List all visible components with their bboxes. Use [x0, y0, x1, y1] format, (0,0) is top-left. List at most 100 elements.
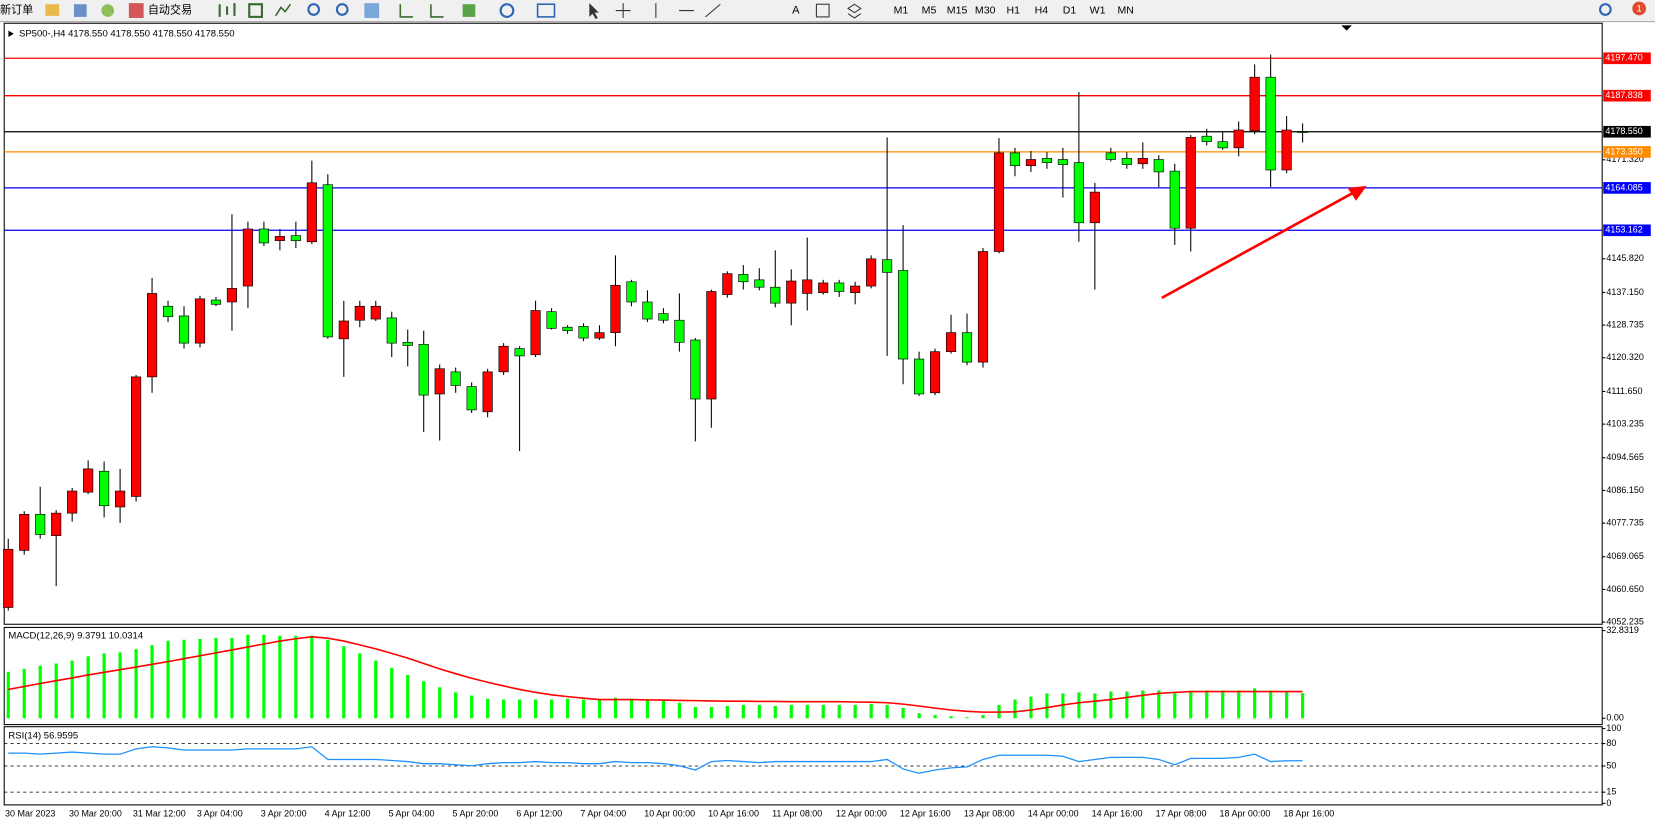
macd-bar: [709, 707, 713, 719]
icon-button[interactable]: [101, 4, 115, 17]
x-tick-label: 10 Apr 00:00: [644, 809, 695, 819]
macd-bar: [629, 698, 634, 719]
macd-bar: [86, 656, 90, 719]
icon-button[interactable]: [218, 3, 236, 17]
macd-title: MACD(12,26,9) 9.3791 10.0314: [8, 630, 143, 641]
timeframe-button[interactable]: W1: [1090, 4, 1106, 16]
periods-button[interactable]: [499, 3, 515, 18]
candle-body: [626, 281, 637, 303]
timeframe-button[interactable]: M15: [947, 4, 968, 16]
candle-body: [115, 490, 126, 508]
candle-body: [961, 332, 973, 363]
candle-body: [146, 293, 158, 378]
y-tick-label: 4137.150: [1606, 287, 1643, 297]
chart-shift-marker: [1341, 25, 1352, 31]
y-tick-label: 4120.320: [1606, 352, 1643, 362]
macd-bar: [278, 635, 282, 719]
text-tool-button[interactable]: A: [792, 4, 800, 16]
candle-body: [1185, 137, 1196, 229]
candle-body: [35, 513, 46, 535]
x-tick-label: 12 Apr 16:00: [900, 809, 951, 819]
level-label-bg: [1603, 182, 1651, 194]
level-label: 4153.162: [1605, 225, 1642, 235]
level-label: 4164.085: [1605, 182, 1642, 192]
candle-body: [690, 339, 701, 400]
macd-bar: [150, 645, 154, 719]
candle-body: [578, 326, 589, 339]
candle-body: [1265, 76, 1276, 171]
x-tick-label: 13 Apr 08:00: [964, 809, 1015, 819]
macd-bar: [1125, 691, 1129, 719]
toolbar: 新订单 自动交易 A M1 M5 M15 M30 H1 H4 D1 W1 MN 1: [0, 0, 1655, 23]
macd-bar: [597, 699, 602, 719]
icon-button[interactable]: [248, 3, 263, 18]
y-tick-label: 50: [1606, 760, 1616, 770]
candle-body: [1217, 141, 1228, 149]
candle-body: [866, 258, 877, 287]
level-label-bg: [1603, 52, 1651, 65]
macd-bar: [1029, 696, 1033, 719]
timeframe-button[interactable]: MN: [1117, 4, 1133, 16]
y-tick-label: 0: [1606, 798, 1611, 808]
zoom-in-button[interactable]: [307, 3, 321, 16]
x-tick-label: 14 Apr 16:00: [1092, 809, 1143, 819]
candle-body: [162, 305, 174, 318]
level-label-bg: [1603, 224, 1651, 237]
icon-button[interactable]: [45, 4, 60, 16]
timeframe-button[interactable]: M30: [975, 4, 996, 16]
auto-trading-button[interactable]: 自动交易: [148, 2, 192, 16]
icon-button[interactable]: [73, 4, 87, 17]
icon-button[interactable]: [274, 3, 292, 17]
alerts-badge[interactable]: [1632, 1, 1647, 16]
macd-bar: [837, 704, 841, 719]
drawing-tools[interactable]: [615, 3, 721, 18]
icon-button[interactable]: [399, 4, 444, 18]
level-label: 4178.550: [1605, 126, 1642, 136]
macd-bar: [422, 681, 426, 719]
timeframe-buttons: M1 M5 M15 M30 H1 H4 D1 W1 MN: [894, 4, 1134, 16]
cursor-button[interactable]: [589, 3, 599, 20]
macd-bar: [54, 663, 58, 719]
new-order-button[interactable]: 新订单: [0, 2, 33, 16]
macd-bar: [358, 653, 362, 719]
zoom-out-button[interactable]: [335, 3, 349, 16]
timeframe-button[interactable]: D1: [1063, 4, 1077, 16]
macd-bar: [1173, 692, 1177, 719]
candle-body: [226, 288, 238, 303]
search-button[interactable]: [1599, 3, 1612, 16]
candle-body: [914, 358, 925, 395]
candle-body: [482, 371, 493, 413]
y-tick-label: 4086.150: [1606, 485, 1643, 495]
tile-button[interactable]: [364, 3, 380, 18]
auto-trading-icon[interactable]: [128, 3, 144, 18]
x-tick-label: 31 Mar 12:00: [133, 809, 186, 819]
candle-body: [1105, 152, 1116, 160]
macd-bar: [533, 699, 538, 719]
toolbar-bg: [0, 0, 1655, 22]
candle-body: [1249, 76, 1260, 132]
timeframe-button[interactable]: M5: [922, 4, 937, 16]
macd-bar: [1077, 692, 1081, 719]
candle-body: [1121, 158, 1132, 165]
timeframe-button[interactable]: H4: [1035, 4, 1049, 16]
macd-bar: [789, 704, 793, 719]
macd-bar: [182, 639, 186, 719]
candle-body: [802, 279, 813, 294]
macd-bar: [549, 699, 554, 719]
macd-bar: [166, 640, 170, 719]
candle-body: [306, 182, 317, 243]
candle-body: [1041, 158, 1052, 163]
indicators-button[interactable]: [462, 4, 476, 17]
label-tool-button[interactable]: [815, 3, 830, 18]
templates-button[interactable]: [536, 3, 556, 18]
candle-body: [546, 311, 557, 329]
timeframe-button[interactable]: H1: [1007, 4, 1021, 16]
timeframe-button[interactable]: M1: [894, 4, 909, 16]
macd-bar: [581, 699, 586, 719]
candle-body: [786, 280, 797, 304]
macd-bar: [565, 698, 570, 719]
level-label-bg: [1603, 89, 1651, 102]
shapes-button[interactable]: [847, 3, 862, 19]
